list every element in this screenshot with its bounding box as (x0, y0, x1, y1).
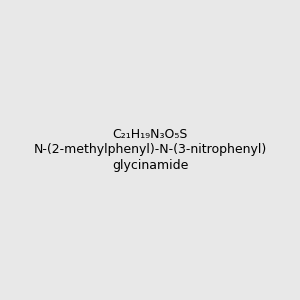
Text: C₂₁H₁₉N₃O₅S
N-(2-methylphenyl)-N-(3-nitrophenyl)
glycinamide: C₂₁H₁₉N₃O₅S N-(2-methylphenyl)-N-(3-nitr… (33, 128, 267, 172)
